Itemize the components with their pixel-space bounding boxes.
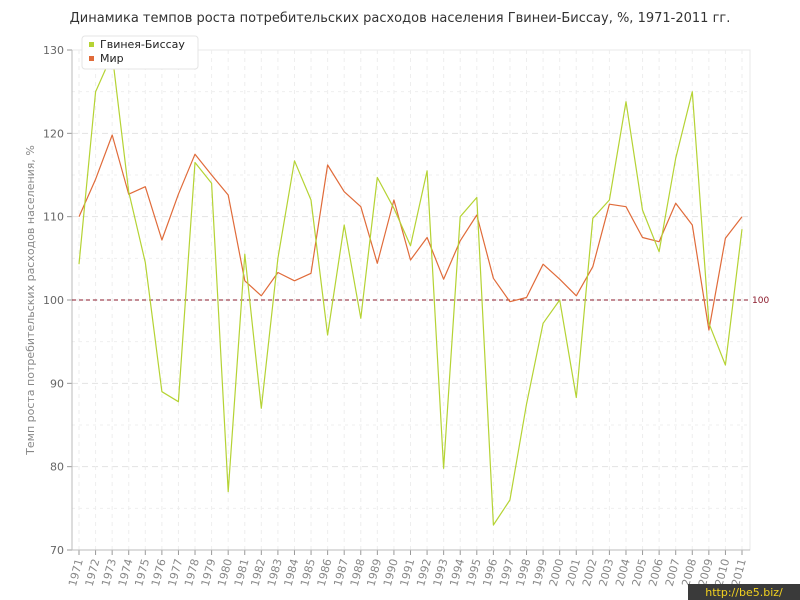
- series-layer: [78, 53, 743, 526]
- y-tick-label: 130: [43, 44, 64, 57]
- legend-box: [81, 35, 199, 70]
- legend-item-label[interactable]: Гвинея-Биссау: [100, 38, 185, 51]
- grid: [72, 50, 750, 550]
- y-tick-label: 110: [43, 211, 64, 224]
- chart-title: Динамика темпов роста потребительских ра…: [70, 11, 731, 26]
- y-tick-label: 120: [43, 127, 64, 140]
- y-tick-label: 90: [50, 377, 64, 390]
- legend-swatch: [89, 56, 94, 61]
- series-line-guinea-bissau[interactable]: [78, 53, 743, 526]
- y-tick-label: 100: [43, 294, 64, 307]
- y-tick-label: 80: [50, 461, 64, 474]
- legend-item-label[interactable]: Мир: [100, 52, 124, 65]
- y-axis-label: Темп роста потребительских расходов насе…: [24, 145, 37, 456]
- reference-line-label: 100: [752, 296, 769, 306]
- watermark[interactable]: http://be5.biz/: [688, 584, 800, 600]
- legend-swatch: [89, 42, 94, 47]
- watermark-link[interactable]: http://be5.biz/: [705, 586, 783, 599]
- y-tick-label: 70: [50, 544, 64, 557]
- series-line-world[interactable]: [78, 134, 743, 331]
